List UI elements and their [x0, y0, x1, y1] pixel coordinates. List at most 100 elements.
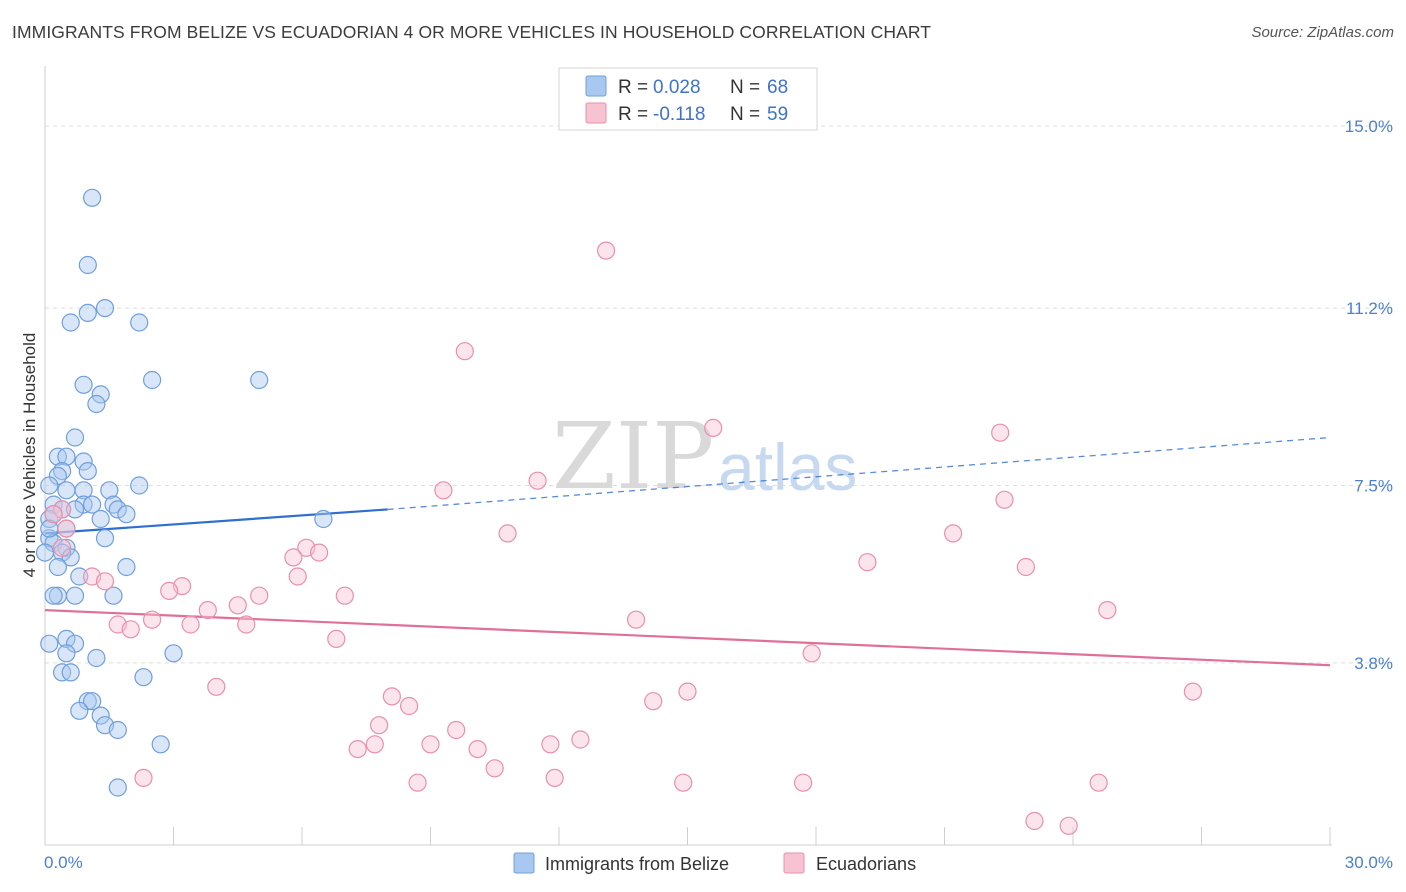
- data-point: [143, 610, 162, 629]
- data-point: [82, 188, 102, 207]
- data-point: [793, 773, 813, 792]
- data-point: [78, 462, 97, 481]
- data-point: [228, 596, 247, 615]
- data-point: [134, 668, 153, 687]
- trendline-ecuadorians: [44, 609, 1331, 667]
- y-tick-label-1: 11.2%: [1346, 299, 1393, 318]
- data-point: [95, 299, 115, 318]
- data-point: [61, 313, 80, 332]
- data-point: [78, 303, 97, 322]
- bottom-legend-swatch-belize: [513, 852, 535, 874]
- watermark: ZIP atlas: [552, 403, 857, 510]
- watermark-atlas: atlas: [718, 430, 857, 504]
- bottom-legend-label-belize: Immigrants from Belize: [545, 854, 729, 874]
- data-point: [991, 423, 1010, 442]
- data-point: [1016, 557, 1036, 577]
- data-point: [382, 687, 401, 706]
- data-point: [44, 495, 63, 514]
- data-point: [160, 581, 179, 601]
- data-point: [596, 241, 616, 260]
- data-point: [70, 567, 89, 586]
- data-point: [434, 481, 453, 500]
- data-point: [82, 495, 102, 514]
- trendline-belize-extrapolated: [387, 436, 1331, 511]
- data-point: [87, 648, 106, 668]
- data-point: [310, 543, 329, 562]
- data-point: [365, 735, 384, 754]
- y-tick-label-2: 7.5%: [1354, 476, 1393, 495]
- data-point: [95, 529, 115, 548]
- data-point: [74, 375, 93, 394]
- data-point: [134, 768, 153, 788]
- data-point: [100, 481, 119, 500]
- data-point: [571, 730, 590, 749]
- data-point: [44, 505, 63, 524]
- data-point: [108, 778, 127, 797]
- data-point: [117, 505, 136, 524]
- data-point: [95, 572, 115, 591]
- legend-n-value-belize: 68: [767, 77, 788, 98]
- data-point: [207, 677, 226, 696]
- x-tick-label-max: 30.0%: [1345, 853, 1393, 872]
- y-axis-label: 4 or more Vehicles in Household: [20, 333, 39, 578]
- data-point: [130, 313, 149, 332]
- series-legend: Immigrants from Belize Ecuadorians: [513, 852, 916, 874]
- data-point: [104, 586, 123, 605]
- data-point: [52, 500, 72, 519]
- data-point: [858, 553, 877, 572]
- data-point: [400, 696, 419, 716]
- data-point: [995, 490, 1014, 509]
- data-point: [35, 543, 55, 562]
- data-point: [421, 735, 440, 754]
- data-point: [57, 481, 76, 500]
- data-point: [1089, 773, 1108, 792]
- legend-r-value-belize: 0.028: [653, 77, 701, 98]
- data-point: [528, 471, 547, 490]
- legend-n-value-ecuadorians: 59: [767, 104, 788, 125]
- data-point: [1025, 811, 1044, 831]
- data-point: [181, 615, 200, 634]
- axes: [44, 66, 1332, 846]
- data-point: [91, 385, 110, 404]
- data-point: [802, 644, 821, 663]
- data-point: [250, 586, 269, 605]
- data-point: [74, 452, 93, 471]
- data-point: [237, 615, 256, 634]
- data-point: [447, 720, 466, 740]
- y-tick-label-0: 15.0%: [1345, 117, 1393, 136]
- data-point: [108, 720, 127, 740]
- data-point: [65, 500, 85, 519]
- data-point: [541, 735, 560, 754]
- data-point: [455, 342, 474, 361]
- data-point: [626, 610, 646, 629]
- legend-n-label-belize: N =: [730, 77, 760, 98]
- data-point: [57, 519, 76, 538]
- data-point: [91, 706, 110, 725]
- data-point: [78, 255, 97, 275]
- legend-r-value-ecuadorians: -0.118: [653, 104, 705, 125]
- chart-source: Source: ZipAtlas.com: [1251, 24, 1394, 41]
- data-point: [674, 773, 693, 792]
- data-point: [678, 682, 697, 701]
- data-point: [284, 548, 303, 567]
- bottom-legend-swatch-ecuadorians: [783, 852, 805, 874]
- data-point: [87, 394, 106, 414]
- legend-n-label-ecuadorians: N =: [730, 104, 760, 125]
- data-point: [498, 524, 517, 543]
- data-point: [704, 418, 723, 437]
- legend-swatch-belize: [585, 75, 607, 97]
- data-point: [485, 759, 504, 778]
- data-point: [250, 370, 269, 390]
- y-tick-label-3: 3.8%: [1354, 654, 1393, 673]
- data-point: [65, 428, 85, 447]
- data-point: [70, 701, 89, 720]
- data-point: [108, 500, 127, 519]
- data-point: [1059, 816, 1078, 835]
- data-point: [408, 773, 427, 792]
- gridlines: [45, 125, 1392, 664]
- data-point: [44, 586, 63, 605]
- data-point: [314, 509, 333, 529]
- data-point: [327, 629, 346, 649]
- data-point: [57, 629, 76, 649]
